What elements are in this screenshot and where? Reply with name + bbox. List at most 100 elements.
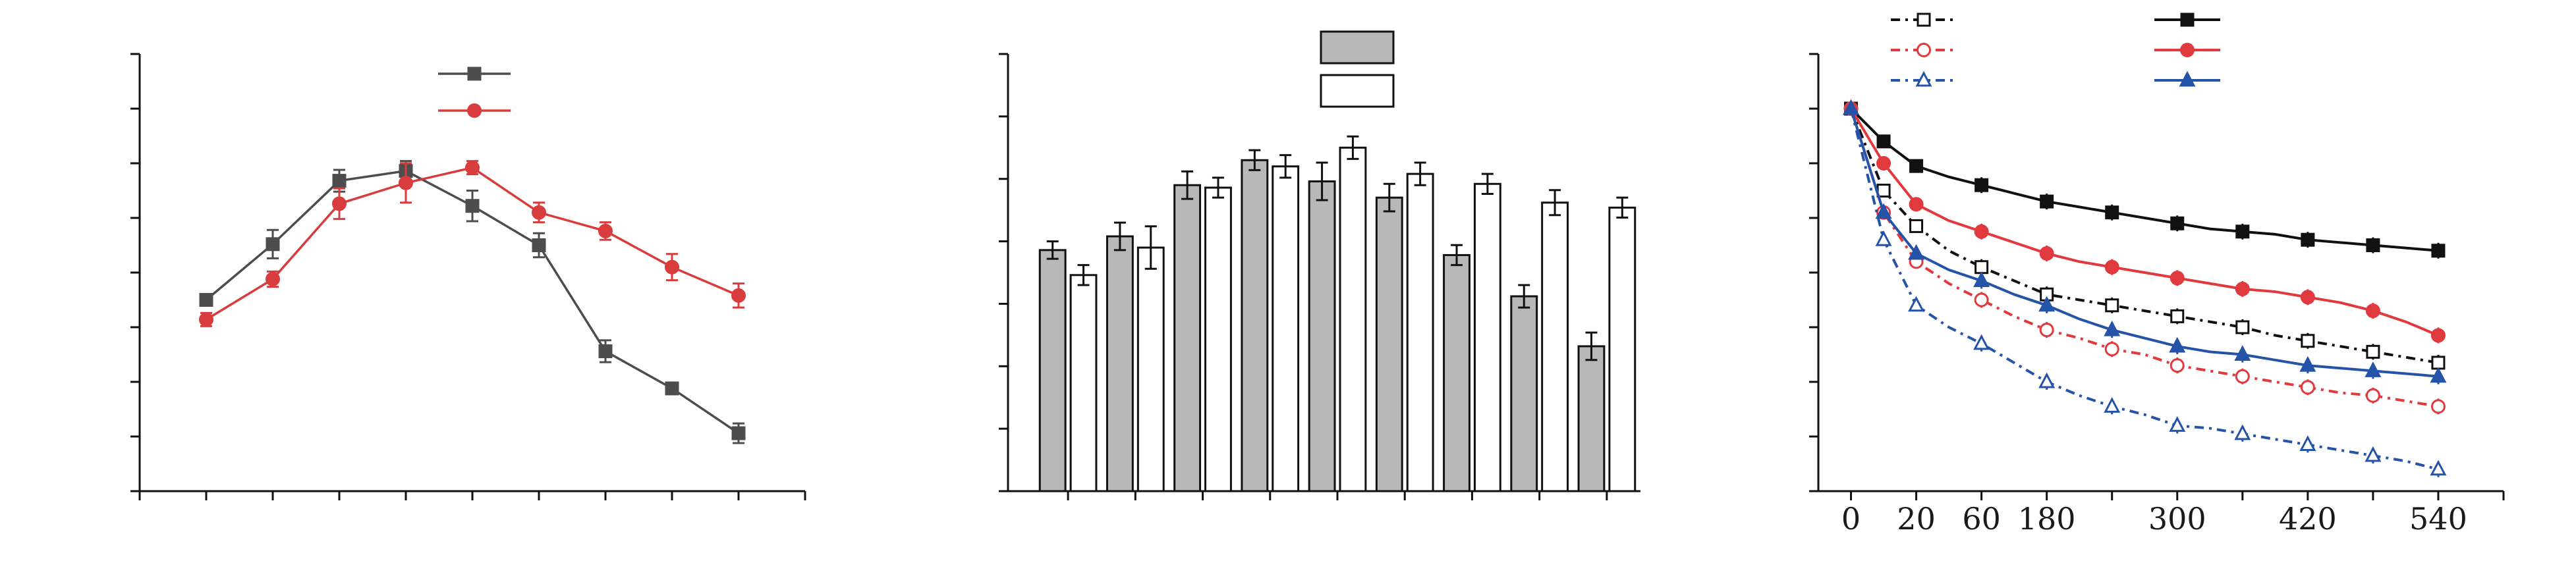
series-line [1849, 108, 2439, 408]
bar [1136, 246, 1165, 492]
data-point [2300, 380, 2315, 395]
data-point [665, 259, 679, 275]
bar [1541, 201, 1569, 492]
data-point [2170, 309, 2185, 323]
data-point [2104, 342, 2119, 357]
bar [1204, 186, 1232, 492]
data-point [2366, 344, 2380, 359]
data-point [2040, 194, 2054, 209]
bar [1473, 182, 1501, 492]
bar [1608, 206, 1637, 492]
data-point [465, 160, 480, 175]
legend-marker [1915, 70, 1932, 87]
data-point [2299, 356, 2316, 372]
data-point [1974, 224, 1989, 239]
legend-marker [1917, 13, 1931, 27]
data-point [665, 381, 679, 396]
data-point [332, 174, 347, 188]
x-tick-label: 420 [2279, 501, 2337, 537]
data-point [2300, 290, 2315, 305]
bar [1173, 184, 1202, 492]
legend-swatch [1320, 74, 1395, 108]
data-point [1974, 260, 1989, 275]
bar [1406, 172, 1434, 492]
data-point [1875, 230, 1892, 246]
data-point [2105, 298, 2119, 313]
data-point [532, 205, 546, 220]
data-point [2170, 216, 2185, 230]
bar [1577, 345, 1606, 492]
data-point [731, 426, 746, 440]
data-point [465, 199, 480, 213]
data-point [2169, 416, 2186, 432]
data-point [2170, 271, 2185, 286]
data-point [399, 175, 413, 190]
data-point [2430, 367, 2447, 383]
data-point [2170, 358, 2185, 373]
data-point [1908, 244, 1925, 260]
bar [1241, 159, 1269, 492]
bar [1106, 235, 1134, 492]
panel-b [999, 30, 1640, 500]
bar [1510, 295, 1538, 492]
data-point [2301, 232, 2315, 247]
legend-marker [467, 66, 482, 81]
data-point [2365, 361, 2382, 377]
data-point [1909, 159, 1924, 173]
x-tick-label: 300 [2148, 501, 2206, 537]
data-point [2366, 238, 2380, 252]
legend-marker [2180, 13, 2195, 27]
bar [1443, 253, 1470, 492]
data-point [1875, 203, 1892, 219]
legend-swatch [1320, 30, 1395, 65]
legend-marker [2180, 43, 2195, 57]
x-tick-label: 540 [2409, 501, 2467, 537]
series-line [1849, 107, 2439, 337]
data-point [2169, 336, 2186, 353]
data-point [2039, 246, 2054, 261]
data-point [1973, 334, 1990, 350]
data-point [266, 237, 280, 251]
data-point [199, 312, 213, 327]
data-point [598, 223, 613, 238]
data-point [1909, 219, 1924, 233]
data-point [2235, 225, 2250, 239]
data-point [266, 271, 280, 286]
data-point [2038, 372, 2056, 388]
bar [1339, 146, 1367, 492]
data-point [731, 288, 746, 303]
data-point [2431, 356, 2446, 370]
data-point [1909, 197, 1924, 212]
legend-marker [1917, 43, 1931, 57]
bar [1375, 196, 1403, 492]
series-line [1849, 108, 2439, 364]
x-tick-label: 20 [1897, 501, 1936, 537]
data-point [2301, 334, 2315, 348]
data-point [1843, 99, 1860, 115]
legend-marker [2179, 70, 2196, 87]
data-point [2235, 369, 2250, 384]
data-point [2365, 388, 2380, 403]
data-point [2105, 205, 2119, 220]
series-line [1850, 107, 2439, 252]
data-point [2104, 259, 2119, 275]
data-point [2104, 320, 2121, 336]
data-point [1876, 134, 1891, 149]
data-point [1973, 271, 1990, 287]
data-point [598, 344, 613, 359]
data-point [1876, 184, 1891, 198]
data-point [2104, 397, 2121, 413]
data-point [1974, 178, 1989, 192]
data-point [1908, 296, 1925, 312]
data-point [2430, 399, 2446, 414]
x-tick-label: 60 [1962, 501, 2001, 537]
bar [1308, 180, 1336, 492]
x-tick-label: 180 [2018, 501, 2076, 537]
panel-c: 0 20 60 180 300 420 540 [1809, 13, 2505, 537]
bar [1069, 274, 1098, 492]
data-point [1974, 292, 1989, 307]
data-point [199, 293, 213, 307]
data-point [2431, 244, 2446, 258]
data-point [2235, 320, 2250, 334]
